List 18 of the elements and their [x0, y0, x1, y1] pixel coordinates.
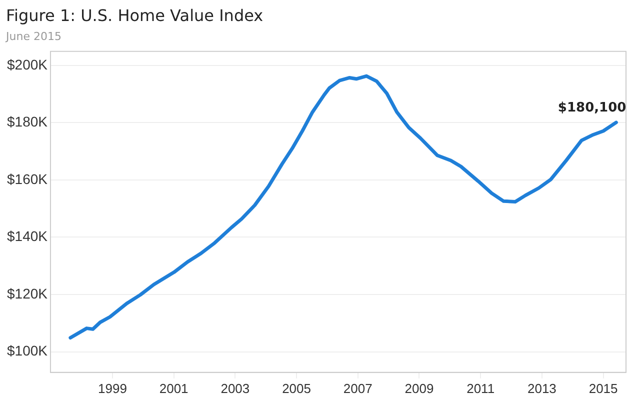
x-tick-label: 2003: [220, 380, 250, 396]
y-tick-label: $140K: [7, 228, 48, 244]
y-tick-label: $200K: [7, 56, 48, 72]
y-tick-label: $180K: [7, 114, 48, 130]
y-tick-label: $120K: [7, 285, 48, 302]
y-tick-label: $100K: [7, 342, 48, 359]
x-tick-label: 2007: [343, 380, 372, 396]
chart-title: Figure 1: U.S. Home Value Index: [6, 6, 264, 25]
annotation: $180,100: [558, 100, 626, 116]
x-tick-label: 2015: [588, 380, 618, 396]
x-tick-label: 2009: [404, 380, 434, 396]
x-tick-label: 2011: [466, 380, 495, 396]
x-tick-label: 1999: [98, 380, 127, 396]
x-tick-label: 2013: [527, 380, 556, 396]
chart-subtitle: June 2015: [6, 30, 62, 43]
y-tick-label: $160K: [7, 170, 48, 187]
x-tick-label: 2005: [282, 380, 311, 396]
x-tick-label: 2001: [159, 380, 188, 396]
